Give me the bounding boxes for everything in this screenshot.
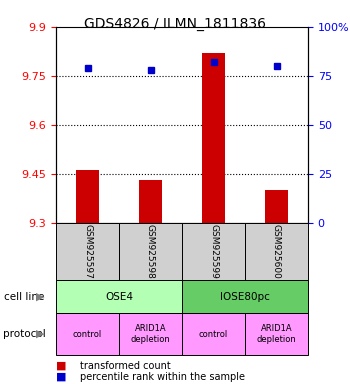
Bar: [202, 53, 225, 223]
Text: GSM925600: GSM925600: [272, 224, 281, 279]
Text: control: control: [73, 329, 102, 339]
Text: GDS4826 / ILMN_1811836: GDS4826 / ILMN_1811836: [84, 17, 266, 31]
Text: ▶: ▶: [36, 291, 44, 302]
Text: ▶: ▶: [36, 329, 44, 339]
Text: ■: ■: [56, 361, 66, 371]
Text: ARID1A
depletion: ARID1A depletion: [257, 324, 296, 344]
Bar: [76, 170, 99, 223]
Text: transformed count: transformed count: [80, 361, 171, 371]
Text: ARID1A
depletion: ARID1A depletion: [131, 324, 170, 344]
Text: protocol: protocol: [4, 329, 46, 339]
Text: cell line: cell line: [4, 291, 44, 302]
Bar: [139, 180, 162, 223]
Text: GSM925599: GSM925599: [209, 224, 218, 279]
Text: percentile rank within the sample: percentile rank within the sample: [80, 372, 245, 382]
Text: control: control: [199, 329, 228, 339]
Bar: [266, 190, 288, 223]
Text: IOSE80pc: IOSE80pc: [220, 291, 270, 302]
Text: GSM925598: GSM925598: [146, 224, 155, 279]
Text: GSM925597: GSM925597: [83, 224, 92, 279]
Text: ■: ■: [56, 372, 66, 382]
Text: OSE4: OSE4: [105, 291, 133, 302]
